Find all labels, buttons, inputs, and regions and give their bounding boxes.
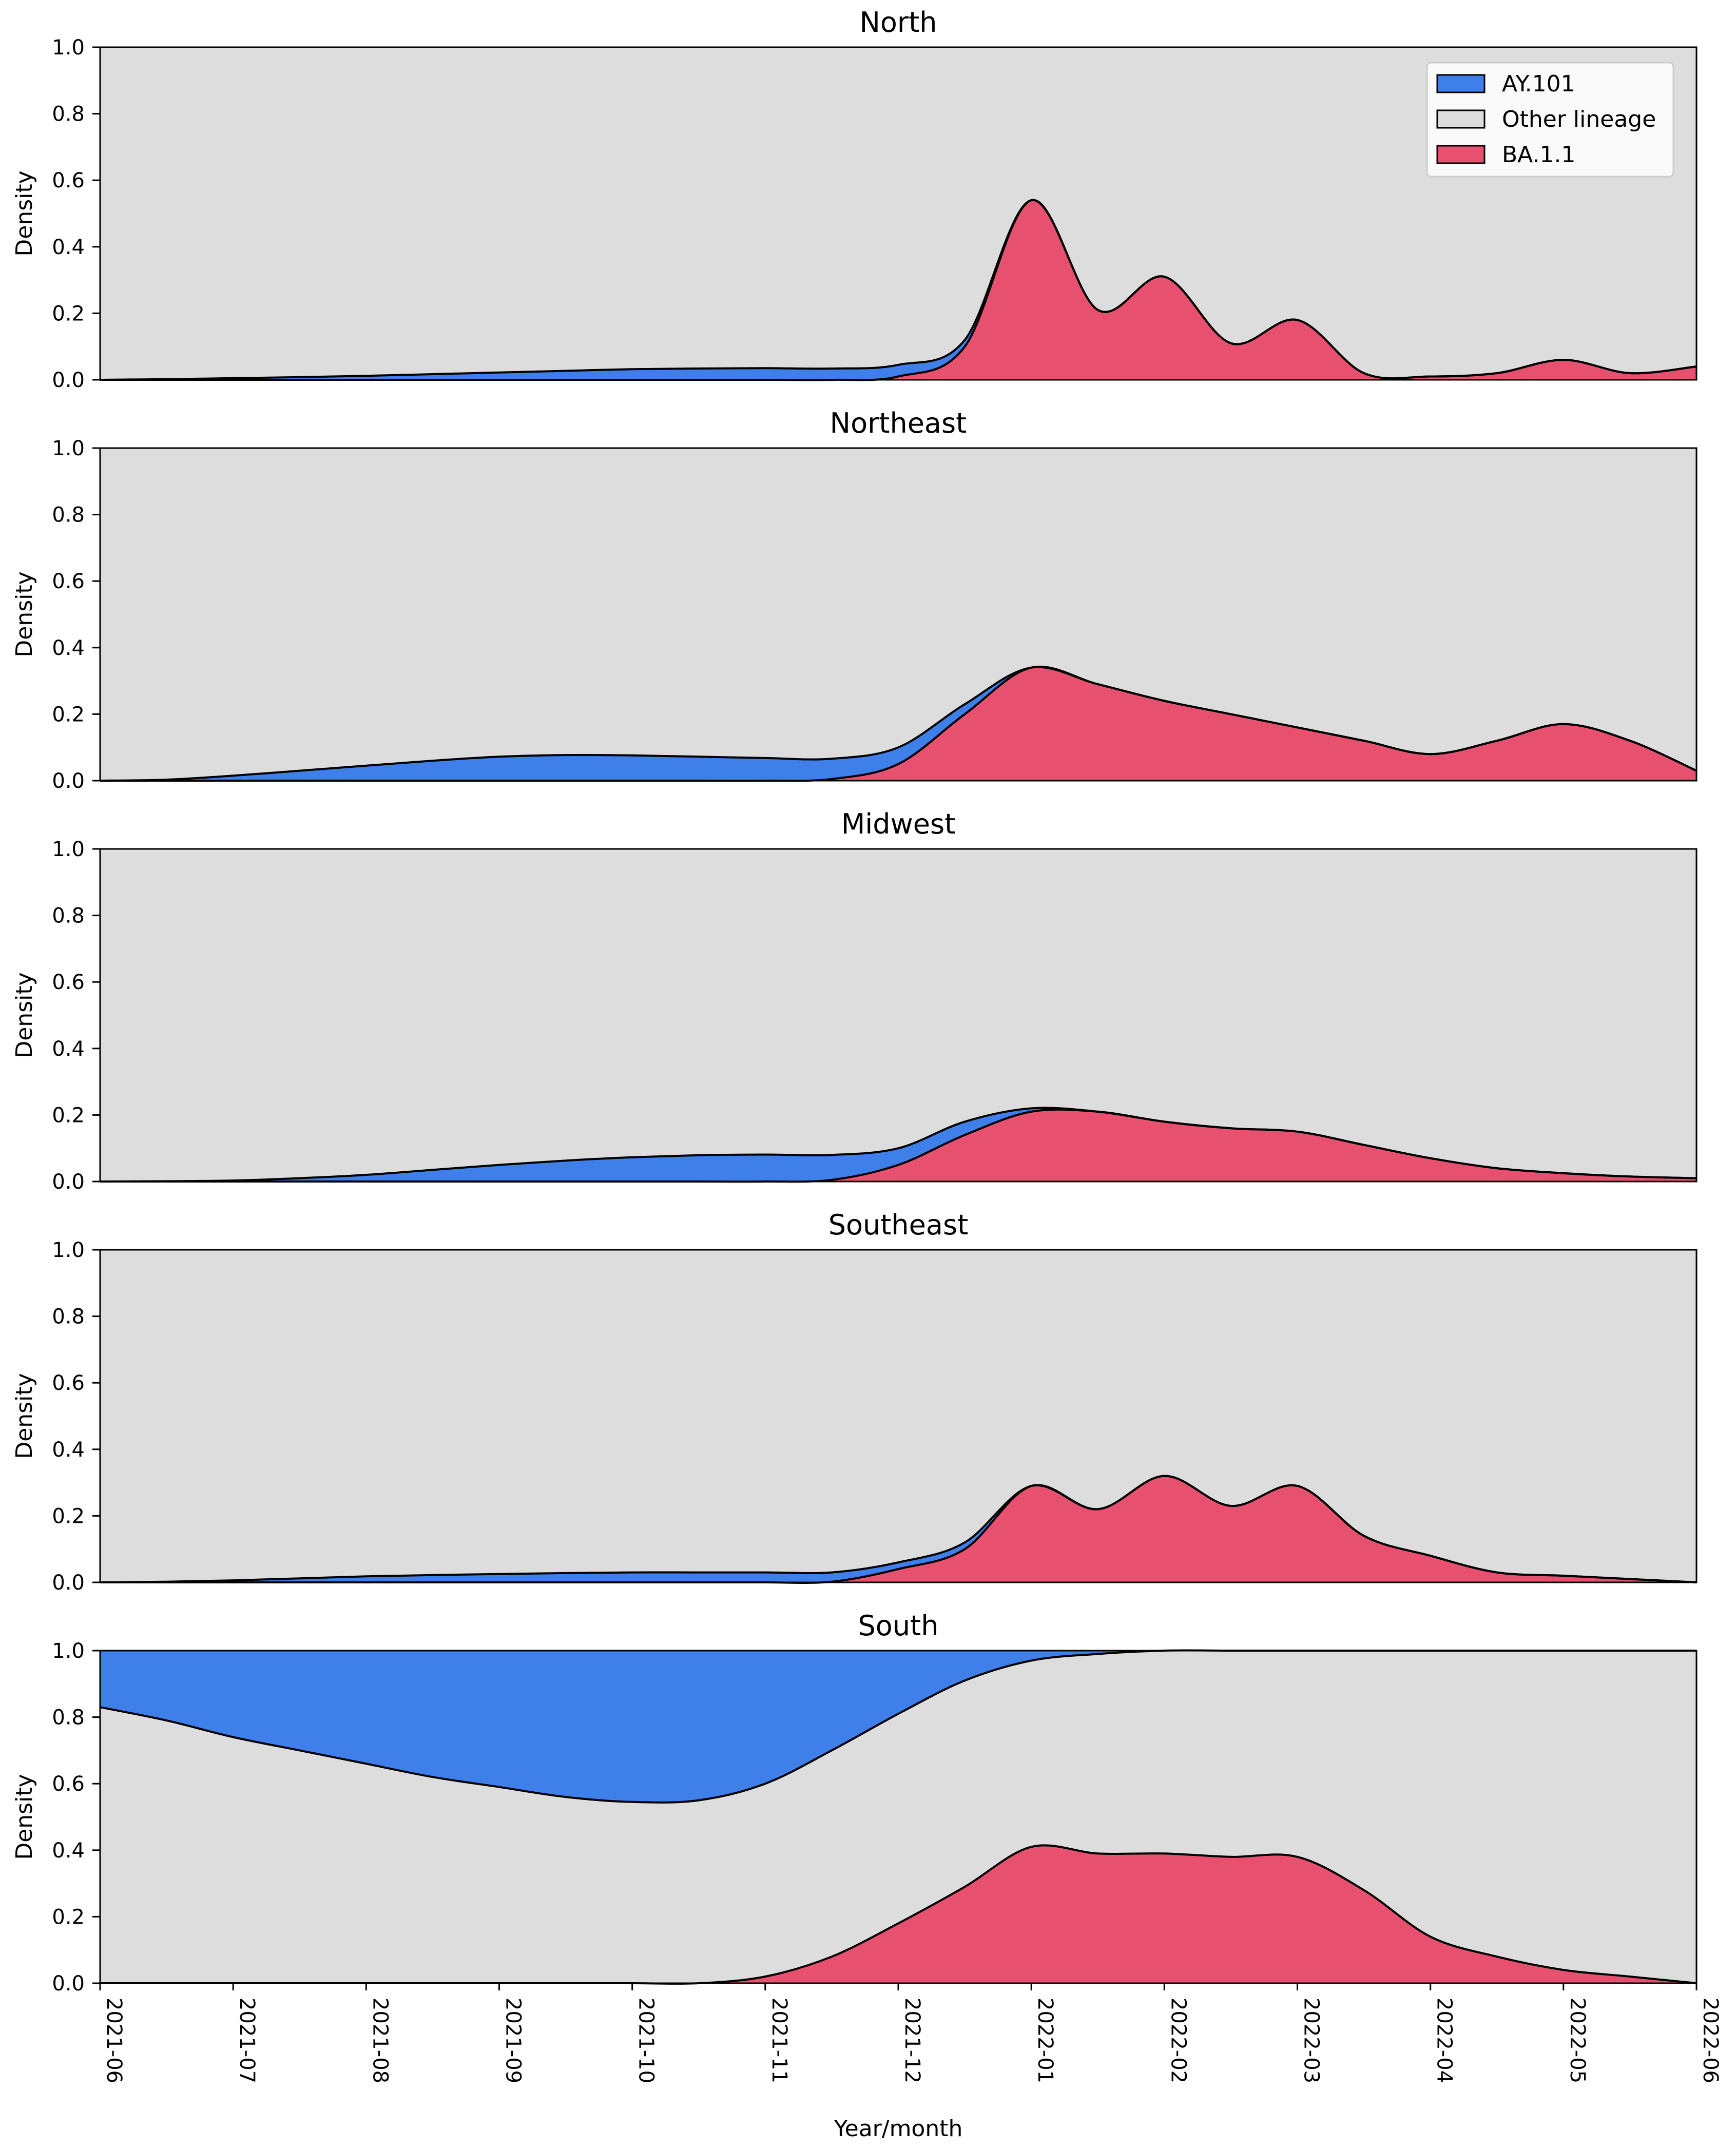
y-tick-label: 0.2 <box>52 302 85 325</box>
y-tick-label: 0.8 <box>52 1305 85 1329</box>
legend-swatch-ba11 <box>1436 145 1486 164</box>
plot-background <box>100 1250 1696 1582</box>
x-tick-label: 2022-02 <box>1166 1998 1190 2083</box>
x-tick-label: 2021-10 <box>634 1998 658 2083</box>
y-tick-label: 0.4 <box>52 1839 85 1863</box>
plot-background <box>100 448 1696 781</box>
plot-background <box>100 849 1696 1182</box>
x-tick-label: 2021-06 <box>102 1998 126 2083</box>
y-tick-label: 1.0 <box>52 838 85 861</box>
panel-south: South Density 0.0 0.2 0.4 0.6 0.8 1.0 <box>11 1610 1698 1996</box>
y-tick-label: 1.0 <box>52 1639 85 1663</box>
y-tick-label: 0.0 <box>52 1571 85 1595</box>
plot-frame <box>99 46 1698 381</box>
y-ticks: 0.0 0.2 0.4 0.6 0.8 1.0 <box>52 1238 100 1595</box>
y-tick-label: 1.0 <box>52 437 85 460</box>
y-ticks: 0.0 0.2 0.4 0.6 0.8 1.0 <box>52 36 100 392</box>
legend-swatch-ay101 <box>1436 74 1486 93</box>
panel-north: North Density 0.0 0.2 0.4 0.6 0.8 1.0 AY… <box>11 6 1698 392</box>
legend-swatch-other <box>1436 109 1486 129</box>
ay101-outline <box>100 666 1697 782</box>
y-tick-label: 0.6 <box>52 971 85 994</box>
y-tick-label: 0.2 <box>52 1504 85 1528</box>
y-tick-label: 1.0 <box>52 36 85 60</box>
ba11-area <box>100 200 1696 380</box>
plot-frame <box>99 447 1698 782</box>
y-axis-label: Density <box>11 1373 37 1459</box>
y-tick-label: 0.6 <box>52 169 85 192</box>
panel-title: Midwest <box>841 808 956 840</box>
panel-title: Northeast <box>830 407 967 439</box>
y-tick-label: 0.2 <box>52 703 85 726</box>
x-tick-label: 2021-11 <box>767 1998 791 2083</box>
y-axis-label: Density <box>11 170 37 256</box>
panel-title: Southeast <box>828 1209 969 1241</box>
y-tick-label: 0.6 <box>52 1371 85 1395</box>
panel-title: South <box>858 1610 939 1642</box>
y-tick-label: 1.0 <box>52 1238 85 1262</box>
x-tick-label: 2021-07 <box>235 1998 259 2083</box>
y-tick-label: 0.0 <box>52 369 85 392</box>
y-tick-label: 0.0 <box>52 1972 85 1996</box>
y-axis-label: Density <box>11 571 37 657</box>
ba11-area <box>100 1845 1696 1984</box>
x-tick-label: 2021-08 <box>368 1998 392 2083</box>
y-tick-label: 0.6 <box>52 570 85 593</box>
x-axis-label: Year/month <box>834 2116 963 2142</box>
plot-frame <box>99 1249 1698 1583</box>
legend-label-ay101: AY.101 <box>1502 71 1575 97</box>
y-tick-label: 0.6 <box>52 1772 85 1796</box>
y-ticks: 0.0 0.2 0.4 0.6 0.8 1.0 <box>52 1639 100 1996</box>
y-tick-label: 0.8 <box>52 103 85 126</box>
x-tick-label: 2022-03 <box>1300 1998 1323 2083</box>
y-tick-label: 0.4 <box>52 636 85 660</box>
y-ticks: 0.0 0.2 0.4 0.6 0.8 1.0 <box>52 437 100 793</box>
panel-southeast: Southeast Density 0.0 0.2 0.4 0.6 0.8 1.… <box>11 1209 1698 1595</box>
y-tick-label: 0.4 <box>52 1438 85 1462</box>
y-axis-label: Density <box>11 972 37 1058</box>
y-axis-label: Density <box>11 1774 37 1860</box>
ay101-outline <box>100 1107 1697 1183</box>
y-tick-label: 0.8 <box>52 904 85 928</box>
y-tick-label: 0.4 <box>52 236 85 259</box>
y-tick-label: 0.0 <box>52 769 85 793</box>
x-tick-label: 2022-01 <box>1033 1998 1057 2083</box>
y-tick-label: 0.8 <box>52 504 85 527</box>
y-tick-label: 0.2 <box>52 1905 85 1929</box>
ay101-outline <box>100 1475 1697 1583</box>
y-ticks: 0.0 0.2 0.4 0.6 0.8 1.0 <box>52 838 100 1194</box>
ba11-area <box>100 1109 1696 1182</box>
y-tick-label: 0.2 <box>52 1103 85 1127</box>
plot-frame <box>99 848 1698 1183</box>
panel-midwest: Midwest Density 0.0 0.2 0.4 0.6 0.8 1.0 <box>11 808 1698 1194</box>
x-tick-label: 2022-06 <box>1699 1998 1722 2083</box>
panel-northeast: Northeast Density 0.0 0.2 0.4 0.6 0.8 1.… <box>11 407 1698 793</box>
x-axis: 2021-06 2021-07 2021-08 2021-09 2021-10 … <box>99 1983 1722 2142</box>
x-tick-label: 2022-05 <box>1566 1998 1589 2083</box>
panel-title: North <box>859 6 937 38</box>
ay101-outline <box>100 199 1697 381</box>
legend: AY.101 Other lineage BA.1.1 <box>1426 62 1674 178</box>
y-tick-label: 0.8 <box>52 1706 85 1730</box>
x-tick-label: 2021-12 <box>900 1998 924 2083</box>
x-tick-label: 2022-04 <box>1433 1998 1456 2083</box>
ba11-area <box>100 1476 1696 1583</box>
legend-label-ba11: BA.1.1 <box>1502 142 1575 168</box>
ba11-area <box>100 666 1696 781</box>
y-tick-label: 0.0 <box>52 1170 85 1194</box>
legend-label-other: Other lineage <box>1502 106 1656 132</box>
x-tick-label: 2021-09 <box>501 1998 525 2083</box>
legend-box <box>1426 62 1674 178</box>
y-tick-label: 0.4 <box>52 1037 85 1061</box>
